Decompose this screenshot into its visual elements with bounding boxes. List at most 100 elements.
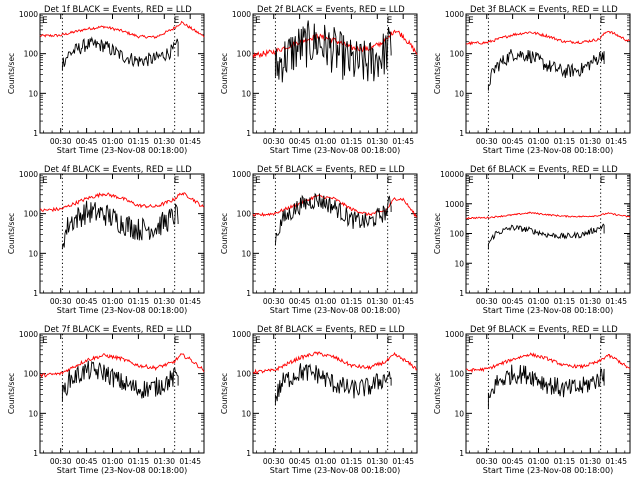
x-tick-label: 01:30 (366, 297, 388, 306)
x-tick-label: 00:45 (76, 137, 98, 146)
x-tick-label: 01:15 (341, 457, 363, 466)
e-marker-label: E (600, 336, 606, 346)
chart-title: Det 3f BLACK = Events, RED = LLD (470, 4, 618, 14)
x-tick-label: 01:15 (554, 137, 576, 146)
x-tick-label: 01:30 (153, 457, 175, 466)
x-axis-label: Start Time (23-Nov-08 00:18:00) (270, 466, 400, 475)
events-series-line (274, 20, 392, 83)
x-tick-label: 00:30 (476, 137, 498, 146)
x-axis-label: Start Time (23-Nov-08 00:18:00) (57, 146, 187, 155)
events-series-line (274, 192, 392, 246)
e-marker-label: E (387, 336, 393, 346)
x-axis-label: Start Time (23-Nov-08 00:18:00) (483, 146, 613, 155)
x-tick-label: 01:00 (528, 297, 550, 306)
x-tick-label: 01:45 (179, 137, 201, 146)
x-tick-label: 00:30 (263, 457, 285, 466)
x-tick-label: 00:45 (502, 137, 524, 146)
e-marker-label: E (468, 16, 474, 26)
y-axis-label: Counts/sec (220, 213, 229, 254)
x-tick-label: 00:45 (289, 457, 311, 466)
x-tick-label: 01:30 (153, 137, 175, 146)
x-tick-label: 01:30 (153, 297, 175, 306)
y-tick-label: 1 (459, 129, 464, 138)
x-tick-label: 00:30 (476, 297, 498, 306)
y-tick-label: 10000 (440, 170, 464, 179)
x-tick-label: 01:15 (341, 137, 363, 146)
e-marker-label: E (42, 336, 48, 346)
x-tick-label: 00:45 (76, 297, 98, 306)
chart-title: Det 1f BLACK = Events, RED = LLD (44, 4, 192, 14)
y-tick-label: 100 (237, 370, 252, 379)
x-axis-label: Start Time (23-Nov-08 00:18:00) (57, 466, 187, 475)
chart-panel-7: Det 7f BLACK = Events, RED = LLD 1 10 100 10… (7, 324, 205, 475)
lld-series-line (39, 20, 205, 40)
y-tick-label: 10 (454, 409, 464, 418)
x-tick-label: 00:30 (263, 297, 285, 306)
x-axis-label: Start Time (23-Nov-08 00:18:00) (57, 306, 187, 315)
y-tick-label: 1000 (445, 10, 464, 19)
y-axis-label: Counts/sec (220, 53, 229, 94)
e-marker-label: E (255, 16, 261, 26)
events-series-line (274, 363, 392, 405)
x-tick-label: 01:45 (605, 457, 627, 466)
x-tick-label: 00:45 (76, 457, 98, 466)
y-tick-label: 100 (237, 50, 252, 59)
chart-title: Det 7f BLACK = Events, RED = LLD (44, 324, 192, 334)
y-axis-label: Counts/sec (7, 53, 16, 94)
x-tick-label: 01:45 (392, 457, 414, 466)
y-axis-label: Counts/sec (433, 53, 442, 94)
x-tick-label: 01:15 (341, 297, 363, 306)
y-tick-label: 1 (246, 129, 251, 138)
y-axis-label: Counts/sec (433, 213, 442, 254)
x-tick-label: 01:15 (128, 137, 150, 146)
x-tick-label: 01:00 (315, 457, 337, 466)
x-tick-label: 01:30 (366, 457, 388, 466)
lld-series-line (252, 351, 418, 375)
e-marker-label: E (42, 176, 48, 186)
e-marker-label: E (174, 176, 180, 186)
events-series-line (487, 223, 605, 250)
axes-frame (39, 173, 205, 294)
y-tick-label: 100 (24, 210, 39, 219)
chart-panel-4: Det 4f BLACK = Events, RED = LLD 1 10 100 10… (7, 164, 205, 315)
x-tick-label: 01:45 (179, 457, 201, 466)
x-tick-label: 01:00 (102, 457, 124, 466)
x-tick-label: 00:45 (502, 297, 524, 306)
events-series-line (61, 36, 179, 70)
chart-title: Det 9f BLACK = Events, RED = LLD (470, 324, 618, 334)
lld-series-line (252, 194, 418, 218)
x-tick-label: 00:30 (50, 457, 72, 466)
x-tick-label: 00:45 (289, 297, 311, 306)
chart-panel-2: Det 2f BLACK = Events, RED = LLD 1 10 100 10… (220, 4, 418, 155)
y-tick-label: 1000 (19, 330, 38, 339)
e-marker-label: E (468, 336, 474, 346)
x-tick-label: 01:15 (554, 297, 576, 306)
lld-series-line (39, 192, 205, 213)
chart-panel-6: Det 6f BLACK = Events, RED = LLD 1 10 100 10… (433, 164, 631, 315)
chart-panel-5: Det 5f BLACK = Events, RED = LLD 1 10 100 10… (220, 164, 418, 315)
x-axis-label: Start Time (23-Nov-08 00:18:00) (483, 306, 613, 315)
x-axis-label: Start Time (23-Nov-08 00:18:00) (270, 146, 400, 155)
y-tick-label: 1000 (232, 10, 251, 19)
y-tick-label: 1000 (445, 330, 464, 339)
y-axis-label: Counts/sec (433, 373, 442, 414)
y-tick-label: 1000 (232, 330, 251, 339)
x-tick-label: 01:00 (528, 457, 550, 466)
y-tick-label: 100 (450, 230, 465, 239)
events-series-line (61, 360, 179, 402)
y-tick-label: 10 (28, 89, 38, 98)
y-tick-label: 100 (24, 370, 39, 379)
y-tick-label: 1000 (232, 170, 251, 179)
x-tick-label: 00:30 (263, 137, 285, 146)
e-marker-label: E (468, 176, 474, 186)
events-series-line (487, 364, 605, 409)
x-tick-label: 00:45 (289, 137, 311, 146)
e-marker-label: E (387, 176, 393, 186)
x-tick-label: 01:00 (102, 297, 124, 306)
events-series-line (61, 200, 179, 249)
y-axis-label: Counts/sec (7, 213, 16, 254)
x-tick-label: 00:30 (50, 137, 72, 146)
chart-title: Det 5f BLACK = Events, RED = LLD (257, 164, 405, 174)
y-tick-label: 10 (454, 89, 464, 98)
x-tick-label: 00:30 (476, 457, 498, 466)
